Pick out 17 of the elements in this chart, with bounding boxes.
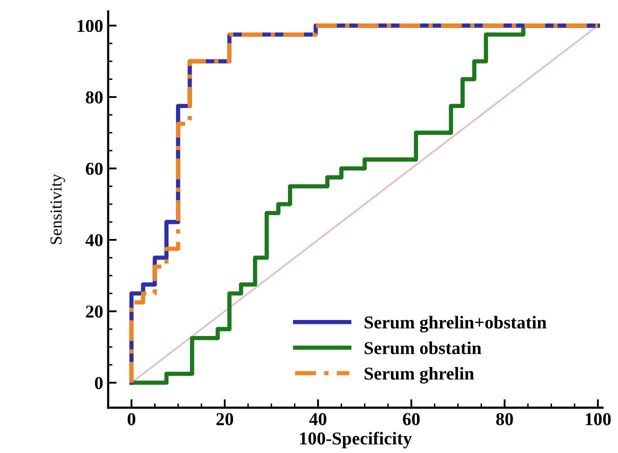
x-tick-label: 40: [309, 413, 326, 426]
y-tick-label: 40: [85, 234, 103, 246]
x-tick-label: 0: [128, 413, 136, 426]
y-tick-label: 100: [78, 20, 103, 32]
x-tick-label: 60: [402, 413, 420, 426]
y-tick-label: 60: [86, 162, 103, 175]
legend-label: Serum ghrelin+obstatin: [364, 316, 546, 332]
y-axis-title: Sensitivity: [50, 174, 66, 244]
x-tick-label: 80: [496, 413, 513, 426]
x-axis-title: 100-Specificity: [300, 432, 412, 448]
y-tick-label: 80: [86, 91, 103, 104]
x-tick-label: 20: [216, 413, 234, 426]
y-tick-label: 0: [94, 376, 103, 390]
x-tick-label: 100: [586, 413, 611, 426]
legend-label: Serum ghrelin: [364, 367, 474, 384]
y-tick-label: 20: [86, 306, 103, 318]
legend-label: Serum obstatin: [364, 341, 482, 354]
